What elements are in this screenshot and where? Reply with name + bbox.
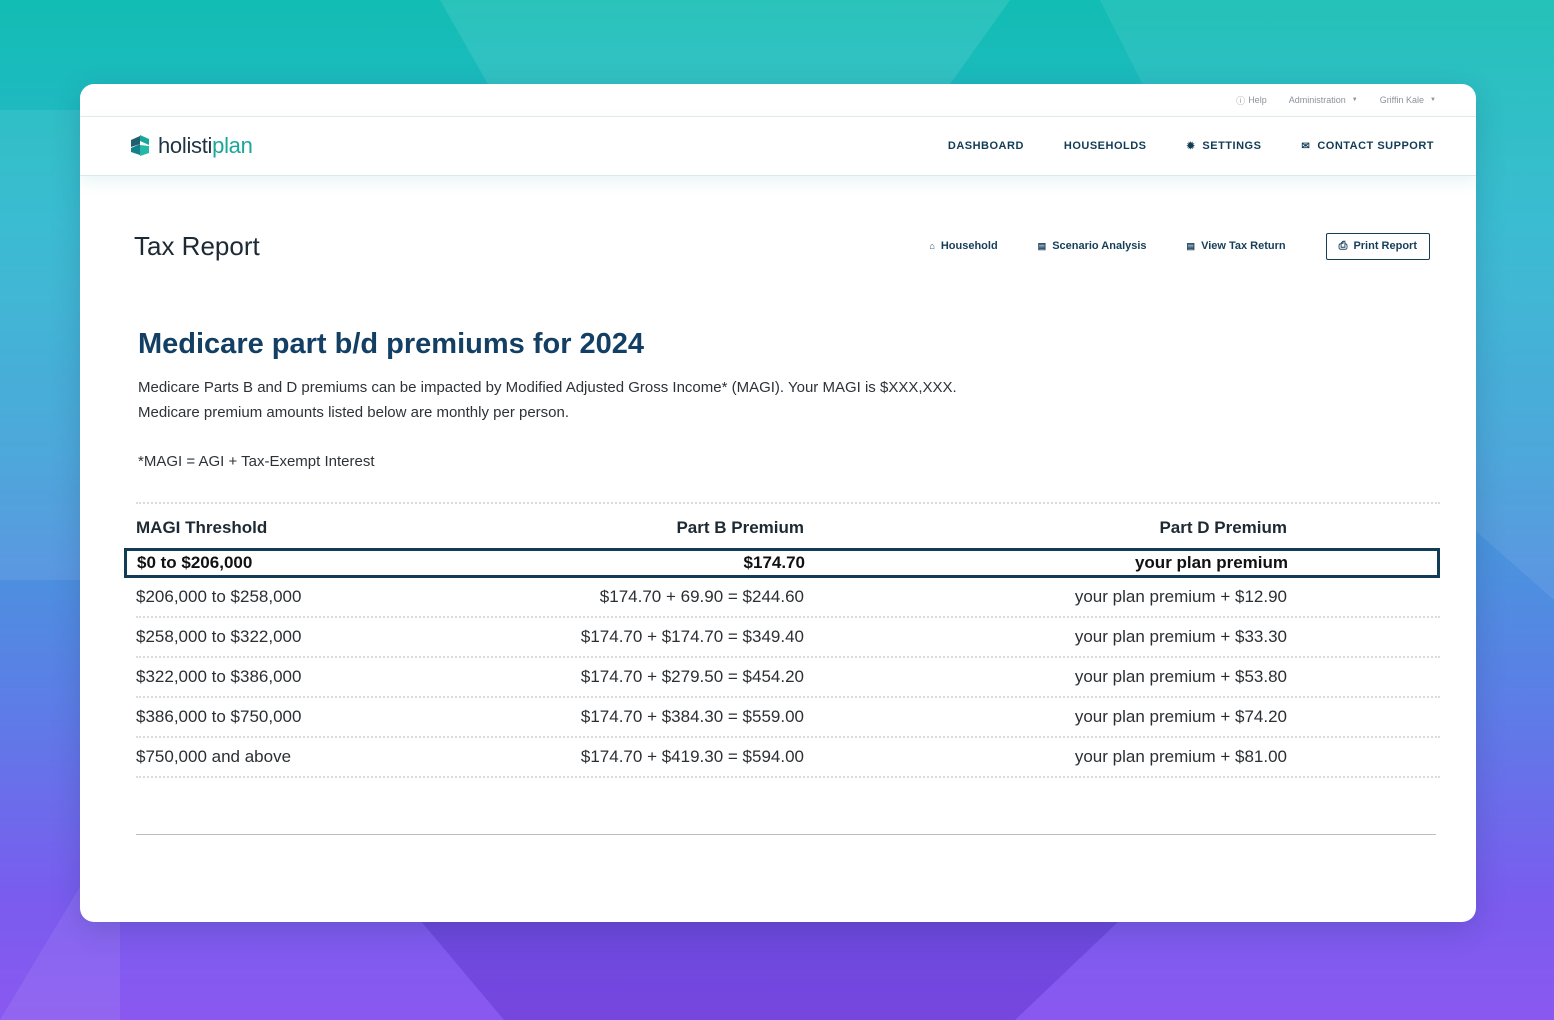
table-cell: $174.70 + $279.50 = $454.20	[580, 667, 804, 686]
nav-settings-label: SETTINGS	[1202, 140, 1262, 152]
scenario-analysis-label: Scenario Analysis	[1052, 240, 1147, 252]
main-nav: holistiplan DASHBOARD HOUSEHOLDS ✹ SETTI…	[80, 117, 1476, 176]
table-cell: $174.70 + $419.30 = $594.00	[580, 747, 804, 766]
table-cell: $386,000 to $750,000	[136, 707, 302, 726]
logo-text-part2: plan	[212, 133, 253, 158]
nav-households-label: HOUSEHOLDS	[1063, 140, 1147, 152]
column-header: Part B Premium	[676, 518, 804, 537]
table-row-highlighted: $0 to $206,000 $174.70 your plan premium	[124, 548, 1440, 578]
table-cell: $206,000 to $258,000	[136, 587, 302, 606]
household-link[interactable]: ⌂ Household	[929, 240, 997, 252]
table-row: $206,000 to $258,000 $174.70 + 69.90 = $…	[136, 578, 1440, 616]
table-cell: your plan premium + $53.80	[1074, 667, 1287, 686]
page-actions: ⌂ Household ▤ Scenario Analysis ▤ View T…	[929, 232, 1430, 260]
table-cell: $0 to $206,000	[137, 553, 253, 572]
view-tax-return-link[interactable]: ▤ View Tax Return	[1187, 240, 1286, 252]
chevron-down-icon: ▼	[1351, 97, 1358, 103]
nav-contact-support[interactable]: ✉ CONTACT SUPPORT	[1301, 140, 1434, 152]
nav-dashboard-label: DASHBOARD	[947, 140, 1024, 152]
nav-links: DASHBOARD HOUSEHOLDS ✹ SETTINGS ✉ CONTAC…	[948, 140, 1434, 152]
gear-icon: ✹	[1186, 140, 1196, 152]
logo-icon	[131, 135, 149, 156]
section-description-line1: Medicare Parts B and D premiums can be i…	[138, 379, 957, 396]
table-row: $258,000 to $322,000 $174.70 + $174.70 =…	[136, 618, 1440, 656]
user-menu[interactable]: Griffin Kale ▼	[1380, 95, 1436, 105]
printer-icon: ⎙	[1338, 239, 1348, 252]
background-shape	[420, 920, 1120, 1020]
row-divider	[136, 696, 1440, 698]
page-header: Tax Report ⌂ Household ▤ Scenario Analys…	[134, 226, 1430, 266]
row-divider	[136, 656, 1440, 658]
administration-label: Administration	[1288, 95, 1346, 105]
table-cell: $174.70 + 69.90 = $244.60	[599, 587, 804, 606]
premium-table: MAGI Threshold Part B Premium Part D Pre…	[124, 502, 1440, 778]
household-label: Household	[940, 240, 998, 252]
row-divider	[136, 736, 1440, 738]
page-title: Tax Report	[134, 230, 260, 261]
background-shape	[0, 110, 90, 580]
table-cell: your plan premium + $74.20	[1074, 707, 1287, 726]
section-description-line2: Medicare premium amounts listed below ar…	[138, 404, 570, 421]
scenario-analysis-link[interactable]: ▤ Scenario Analysis	[1038, 240, 1147, 252]
table-cell: your plan premium + $81.00	[1074, 747, 1287, 766]
row-divider	[136, 776, 1440, 778]
table-cell: $174.70 + $174.70 = $349.40	[580, 627, 804, 646]
nav-dashboard[interactable]: DASHBOARD	[948, 140, 1024, 152]
table-cell: $750,000 and above	[136, 747, 292, 766]
utility-bar: ⓘ Help Administration ▼ Griffin Kale ▼	[80, 84, 1476, 117]
table-cell: your plan premium	[1134, 553, 1288, 572]
print-report-label: Print Report	[1353, 240, 1417, 252]
administration-menu[interactable]: Administration ▼	[1289, 95, 1358, 105]
chevron-down-icon: ▼	[1430, 97, 1436, 103]
section-heading: Medicare part b/d premiums for 2024	[138, 328, 645, 360]
table-cell: $258,000 to $322,000	[136, 627, 302, 646]
user-name: Griffin Kale	[1379, 95, 1425, 105]
table-row: $322,000 to $386,000 $174.70 + $279.50 =…	[136, 658, 1440, 696]
table-row: $386,000 to $750,000 $174.70 + $384.30 =…	[136, 698, 1440, 736]
row-divider	[136, 502, 1440, 504]
table-header-row: MAGI Threshold Part B Premium Part D Pre…	[136, 504, 1440, 548]
document-icon: ▤	[1037, 240, 1047, 251]
magi-footnote: *MAGI = AGI + Tax-Exempt Interest	[138, 453, 375, 470]
app-window: ⓘ Help Administration ▼ Griffin Kale ▼ h…	[80, 84, 1476, 922]
column-header: Part D Premium	[1159, 518, 1287, 537]
medicare-section: Medicare part b/d premiums for 2024 Medi…	[136, 328, 1440, 474]
home-icon: ⌂	[929, 241, 935, 251]
table-cell: $174.70 + $384.30 = $559.00	[580, 707, 804, 726]
table-cell: $322,000 to $386,000	[136, 667, 302, 686]
table-row: $750,000 and above $174.70 + $419.30 = $…	[136, 738, 1440, 776]
print-report-button[interactable]: ⎙ Print Report	[1325, 232, 1430, 260]
section-divider	[136, 834, 1436, 835]
row-divider	[136, 616, 1440, 618]
help-label: Help	[1248, 95, 1267, 105]
table-cell: your plan premium + $33.30	[1074, 627, 1287, 646]
nav-households[interactable]: HOUSEHOLDS	[1064, 140, 1147, 152]
logo[interactable]: holistiplan	[128, 133, 253, 159]
column-header: MAGI Threshold	[136, 518, 268, 537]
help-link[interactable]: ⓘ Help	[1236, 94, 1267, 107]
document-icon: ▤	[1186, 240, 1196, 251]
nav-contact-support-label: CONTACT SUPPORT	[1317, 140, 1434, 152]
table-cell: $174.70	[743, 553, 805, 572]
nav-settings[interactable]: ✹ SETTINGS	[1187, 140, 1262, 152]
help-circle-icon: ⓘ	[1236, 95, 1246, 106]
table-cell: your plan premium + $12.90	[1074, 587, 1287, 606]
logo-text-part1: holisti	[158, 133, 213, 158]
envelope-icon: ✉	[1301, 140, 1311, 152]
view-tax-return-label: View Tax Return	[1201, 240, 1286, 252]
